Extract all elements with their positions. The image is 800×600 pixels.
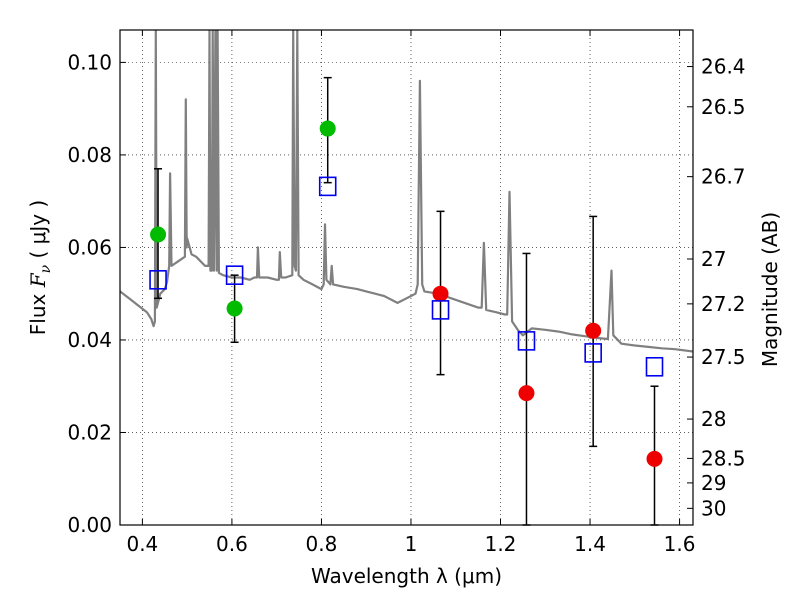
y-tick-label: 0.02 — [67, 420, 112, 444]
red-data-point — [432, 285, 449, 302]
model-square-marker — [225, 265, 244, 285]
model-square-marker — [517, 331, 536, 351]
left-axis-label: Flux Fν ( μJy ) — [26, 200, 54, 335]
axis-ticks: 0.4 0.6 0.8 1 1.2 1.4 1.6 0.00 0.02 0.04 0.06 0.08 0… — [67, 30, 746, 556]
red-data-point — [646, 450, 663, 467]
red-data-point — [585, 322, 602, 339]
right-tick-label: 30 — [701, 496, 726, 520]
x-tick-label: 0.6 — [216, 532, 248, 556]
x-tick-label: 1.2 — [485, 532, 517, 556]
model-square-marker — [318, 176, 337, 197]
right-tick-label: 26.4 — [701, 55, 746, 79]
y-tick-label: 0.06 — [67, 235, 112, 259]
x-tick-label: 1.6 — [664, 532, 696, 556]
x-tick-label: 0.4 — [126, 532, 158, 556]
left-label-subscript: ν — [38, 264, 54, 273]
green-data-point — [150, 226, 167, 243]
right-tick-label: 27.5 — [701, 345, 746, 369]
y-tick-label: 0.08 — [67, 143, 112, 167]
y-tick-label: 0.04 — [67, 328, 112, 352]
left-label-prefix: Flux — [26, 287, 50, 335]
model-square-marker — [584, 343, 602, 363]
grid — [120, 30, 693, 526]
green-data-point — [226, 300, 243, 317]
red-data-point — [518, 385, 535, 402]
right-tick-label: 28 — [701, 407, 726, 431]
right-tick-label: 27.2 — [701, 292, 746, 316]
y-tick-label: 0.10 — [67, 50, 112, 74]
model-square-marker — [431, 300, 450, 320]
plot-frame — [119, 29, 694, 526]
x-tick-label: 1 — [405, 532, 418, 556]
x-axis-label: Wavelength λ (μm) — [311, 564, 502, 588]
model-square-marker — [645, 356, 664, 377]
model-square-marker — [149, 270, 167, 290]
model-spectrum-layer — [120, 30, 693, 353]
y-tick-label: 0.00 — [67, 513, 112, 537]
left-label-symbol: F — [26, 272, 50, 288]
model-spectrum-line — [120, 30, 693, 353]
left-label-suffix: ( μJy ) — [26, 200, 50, 265]
right-tick-label: 26.7 — [701, 165, 746, 189]
right-tick-label: 27 — [701, 247, 726, 271]
x-tick-label: 0.8 — [306, 532, 338, 556]
error-bars-layer — [154, 76, 659, 526]
right-tick-label: 29 — [701, 471, 726, 495]
right-axis-label: Magnitude (AB) — [758, 212, 782, 367]
right-tick-label: 28.5 — [701, 446, 746, 470]
right-tick-label: 26.5 — [701, 95, 746, 119]
green-data-point — [319, 120, 336, 137]
x-tick-label: 1.4 — [574, 532, 606, 556]
data-markers-layer — [149, 120, 664, 467]
